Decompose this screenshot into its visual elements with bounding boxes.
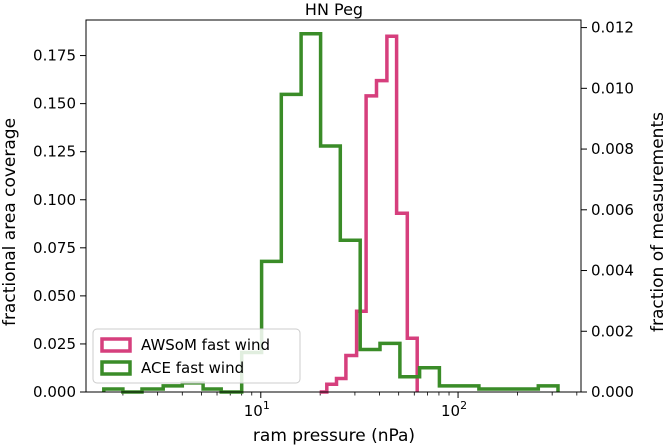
y-right-tick-label: 0.008 [591,140,634,158]
tick-labels: 0.000 0.025 0.050 0.075 0.100 0.125 0.150 0.175… [33,19,634,420]
histogram-series [319,34,419,394]
plot-area [102,31,560,394]
plot-frame [85,19,582,393]
y-left-tick-label: 0.050 [33,287,76,305]
y-right-tick-label: 0.006 [591,201,634,219]
y-left-tick-label: 0.000 [33,383,76,401]
legend: AWSoM fast wind ACE fast wind [92,328,301,384]
y-right-tick-label: 0.012 [591,19,634,37]
x-tick-label: 101 [244,399,270,420]
legend-swatch [100,337,132,353]
x-tick-label: 102 [441,399,467,420]
y-axis-title-left: fractional area coverage [0,118,20,326]
legend-label: AWSoM fast wind [141,336,270,354]
y-right-tick-label: 0.010 [591,79,634,97]
legend-label: ACE fast wind [141,359,244,377]
chart-title: HN Peg [305,0,363,19]
y-left-tick-label: 0.175 [33,47,76,65]
y-right-tick-label: 0.000 [591,383,634,401]
y-right-tick-label: 0.002 [591,322,634,340]
legend-swatch [100,360,132,376]
histogram-series [102,31,560,394]
legend-box [92,328,301,384]
y-axis-title-right: fraction of measurements [648,112,668,332]
y-left-tick-label: 0.150 [33,95,76,113]
y-right-tick-label: 0.004 [591,262,634,280]
y-left-tick-label: 0.025 [33,335,76,353]
x-axis-title: ram pressure (nPa) [253,426,415,445]
y-left-tick-label: 0.125 [33,143,76,161]
y-left-tick-label: 0.075 [33,239,76,257]
y-left-tick-label: 0.100 [33,191,76,209]
